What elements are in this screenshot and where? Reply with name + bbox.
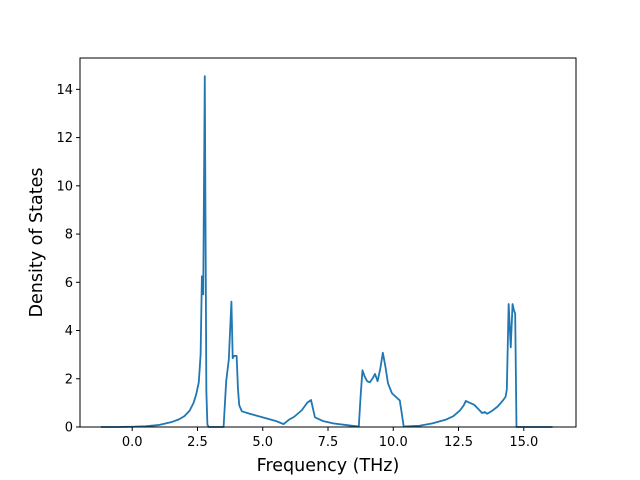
x-tick-label: 5.0 <box>252 435 273 450</box>
x-tick-label: 15.0 <box>509 435 538 450</box>
y-tick-label: 6 <box>65 276 73 291</box>
y-tick-label: 4 <box>65 324 73 339</box>
y-tick-label: 0 <box>65 421 73 436</box>
x-tick-label: 0.0 <box>122 435 143 450</box>
x-tick-label: 10.0 <box>379 435 408 450</box>
x-tick-label: 12.5 <box>444 435 473 450</box>
plot-area <box>80 58 576 427</box>
y-tick-label: 2 <box>65 372 73 387</box>
plot-frame <box>79 57 577 428</box>
x-axis-ticks: 0.0 2.5 5.0 7.5 10.0 12.5 15.0 <box>122 427 538 450</box>
x-tick-label: 2.5 <box>187 435 208 450</box>
y-tick-label: 12 <box>56 131 73 146</box>
y-tick-label: 8 <box>65 228 73 243</box>
y-axis-label: Density of States <box>27 168 47 318</box>
y-tick-label: 14 <box>56 83 73 98</box>
x-tick-label: 7.5 <box>318 435 339 450</box>
y-axis-ticks: 0 2 4 6 8 10 12 14 <box>56 83 80 436</box>
x-axis-label: Frequency (THz) <box>257 456 400 476</box>
y-tick-label: 10 <box>56 179 73 194</box>
